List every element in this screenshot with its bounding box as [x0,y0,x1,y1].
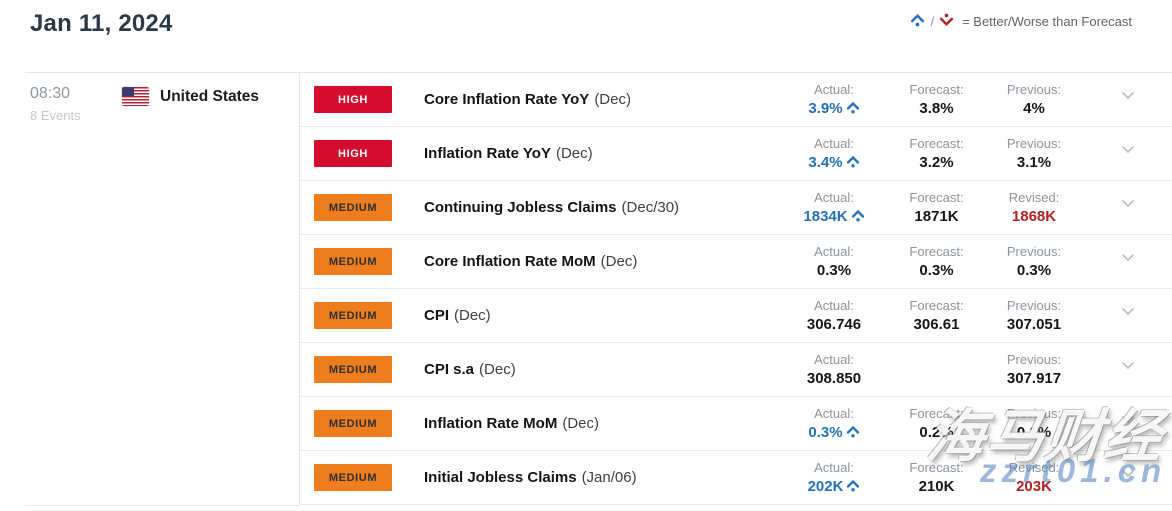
event-name[interactable]: Continuing Jobless Claims (Dec/30) [424,199,680,216]
event-row[interactable]: MEDIUM CPI s.a (Dec) Actual: 308.850 Previ… [300,343,1172,397]
chevron-down-icon[interactable] [1084,362,1172,369]
stat-revised: Revised: 203K [1008,460,1060,495]
stat-actual: Actual: 3.9% [779,82,889,117]
stat-previous: Previous: 307.051 [1006,298,1062,333]
stat-actual: Actual: 202K [779,460,889,495]
stat-actual: Actual: 1834K [779,190,889,225]
legend-label: = Better/Worse than Forecast [962,14,1132,29]
stat-forecast: Forecast: 1871K [909,190,964,225]
event-name[interactable]: CPI s.a (Dec) [424,361,516,378]
page-title: Jan 11, 2024 [30,10,173,37]
topbar: Jan 11, 2024 / = Better/Worse than Forec… [0,0,1172,72]
stat-previous: Previous: 4% [1006,82,1062,117]
event-row[interactable]: HIGH Inflation Rate YoY (Dec) Actual: 3.4%… [300,127,1172,181]
chevron-down-icon[interactable] [1084,92,1172,99]
event-name[interactable]: CPI (Dec) [424,307,491,324]
importance-badge: MEDIUM [314,302,392,329]
stat-forecast: Forecast: 0.3% [909,244,964,279]
event-name[interactable]: Initial Jobless Claims (Jan/06) [424,469,637,486]
chevron-down-icon[interactable] [1084,416,1172,423]
event-name[interactable]: Inflation Rate YoY (Dec) [424,145,593,162]
economic-calendar: 08:30 8 Events United States HIGH Core I… [25,72,1172,511]
caret-up-dot-icon [851,209,864,222]
event-name[interactable]: Inflation Rate MoM (Dec) [424,415,599,432]
chevron-down-icon[interactable] [1084,308,1172,315]
chevron-down-icon[interactable] [1084,146,1172,153]
importance-badge: MEDIUM [314,194,392,221]
time-block: 08:30 8 Events [30,85,122,123]
stat-empty [889,361,984,379]
stat-previous: Previous: 307.917 [1006,352,1062,387]
legend: / = Better/Worse than Forecast [910,13,1132,30]
event-name[interactable]: Core Inflation Rate MoM (Dec) [424,253,638,270]
event-row[interactable]: MEDIUM Inflation Rate MoM (Dec) Actual: 0.… [300,397,1172,451]
event-time: 08:30 [30,85,71,102]
event-row[interactable]: MEDIUM Continuing Jobless Claims (Dec/30)… [300,181,1172,235]
stat-actual: Actual: 3.4% [779,136,889,171]
event-name[interactable]: Core Inflation Rate YoY (Dec) [424,91,631,108]
stat-forecast: Forecast: 3.2% [909,136,964,171]
importance-badge: HIGH [314,140,392,167]
caret-up-dot-icon [910,13,925,30]
caret-up-dot-icon [846,101,859,114]
chevron-down-icon[interactable] [1084,254,1172,261]
caret-up-dot-icon [846,155,859,168]
events-list: HIGH Core Inflation Rate YoY (Dec) Actual… [300,73,1172,511]
stat-revised: Revised: 1868K [1008,190,1060,225]
event-row[interactable]: MEDIUM Core Inflation Rate MoM (Dec) Actu… [300,235,1172,289]
event-row[interactable]: MEDIUM Initial Jobless Claims (Jan/06) Ac… [300,451,1172,505]
events-count: 8 Events [30,108,81,123]
legend-separator: / [930,14,935,29]
chevron-down-icon[interactable] [1084,470,1172,477]
caret-up-dot-icon [846,425,859,438]
caret-up-dot-icon [847,479,860,492]
stat-forecast: Forecast: 0.2% [909,406,964,441]
country-block[interactable]: United States [122,87,259,106]
stat-previous: Previous: 3.1% [1006,136,1062,171]
stat-forecast: Forecast: 306.61 [909,298,964,333]
stat-actual: Actual: 0.3% [779,406,889,441]
group-panel: 08:30 8 Events United States [25,73,300,506]
caret-down-dot-icon [939,13,954,30]
stat-actual: Actual: 0.3% [814,244,854,279]
stat-previous: Previous: 0.3% [1006,244,1062,279]
importance-badge: MEDIUM [314,464,392,491]
stat-forecast: Forecast: 210K [909,460,964,495]
importance-badge: MEDIUM [314,356,392,383]
us-flag-icon [122,87,149,106]
chevron-down-icon[interactable] [1084,200,1172,207]
stat-forecast: Forecast: 3.8% [909,82,964,117]
country-name: United States [160,87,260,105]
importance-badge: MEDIUM [314,248,392,275]
event-row[interactable]: HIGH Core Inflation Rate YoY (Dec) Actual… [300,73,1172,127]
stat-previous: Previous: 0.1% [1006,406,1062,441]
event-row[interactable]: MEDIUM CPI (Dec) Actual: 306.746 Forecast:… [300,289,1172,343]
importance-badge: HIGH [314,86,392,113]
stat-actual: Actual: 306.746 [806,298,862,333]
importance-badge: MEDIUM [314,410,392,437]
stat-actual: Actual: 308.850 [806,352,862,387]
